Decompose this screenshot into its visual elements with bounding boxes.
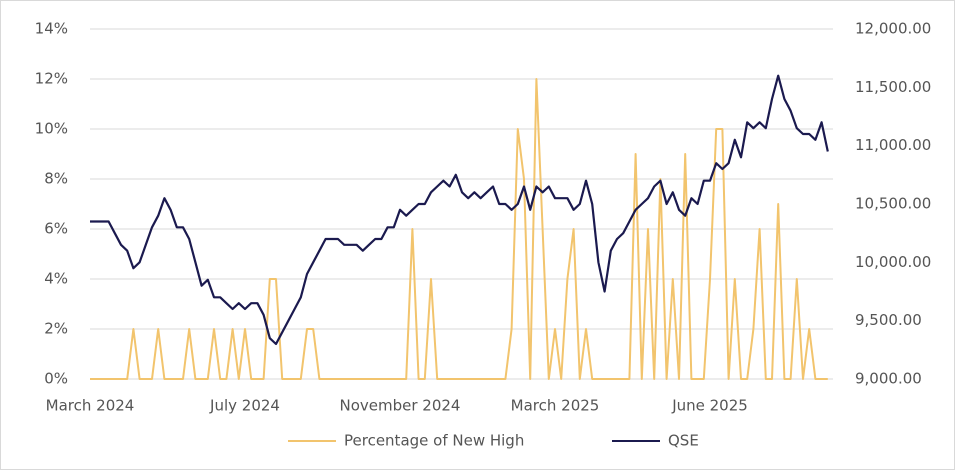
y-tick-label: 4% [44,270,68,288]
y2-tick-label: 11,000.00 [855,136,931,154]
series-line [90,74,829,346]
y-tick-label: 8% [44,170,68,188]
x-tick-label: March 2024 [46,397,135,415]
legend-label: QSE [668,432,699,450]
y2-tick-label: 10,500.00 [855,195,931,213]
y2-tick-label: 10,000.00 [855,253,931,271]
y2-tick-label: 12,000.00 [855,20,931,38]
y-tick-label: 14% [35,20,68,38]
x-tick-label: July 2024 [209,397,280,415]
y-tick-label: 10% [35,120,68,138]
x-tick-label: March 2025 [511,397,600,415]
legend-label: Percentage of New High [344,432,524,450]
series-line [90,78,828,380]
y2-tick-label: 9,500.00 [855,311,922,329]
y-tick-label: 12% [35,70,68,88]
y-tick-label: 0% [44,370,68,388]
y2-tick-label: 11,500.00 [855,78,931,96]
x-tick-label: June 2025 [671,397,748,415]
x-tick-label: November 2024 [340,397,461,415]
y-tick-label: 6% [44,220,68,238]
y2-tick-label: 9,000.00 [855,370,922,388]
y-tick-label: 2% [44,320,68,338]
